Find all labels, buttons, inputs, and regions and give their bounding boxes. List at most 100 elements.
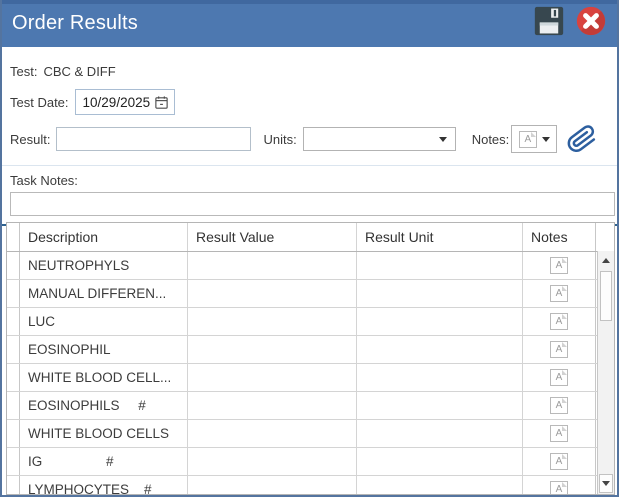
task-notes-label: Task Notes: [10, 173, 78, 188]
window-title: Order Results [12, 12, 138, 34]
row-selector-cell[interactable] [7, 364, 20, 391]
scroll-thumb[interactable] [600, 271, 612, 321]
attachment-paperclip-icon[interactable] [567, 123, 597, 155]
table-row[interactable]: EOSINOPHIL A [7, 336, 614, 364]
test-label: Test: [10, 63, 38, 79]
test-row: Test: CBC & DIFF [10, 61, 609, 81]
result-unit-cell[interactable] [357, 476, 523, 494]
table-row[interactable]: MANUAL DIFFEREN... A [7, 280, 614, 308]
note-a-icon[interactable]: A [550, 285, 568, 302]
arrow-up-icon [602, 258, 610, 263]
notes-label: Notes: [471, 131, 510, 147]
column-header-result-value[interactable]: Result Value [188, 223, 357, 251]
results-table: Description Result Value Result Unit Not… [6, 222, 615, 495]
table-row[interactable]: NEUTROPHYLS A [7, 252, 614, 280]
test-date-row: Test Date: 10/29/2025 [10, 89, 609, 115]
result-unit-cell[interactable] [357, 336, 523, 363]
result-unit-cell[interactable] [357, 392, 523, 419]
result-value-cell[interactable] [188, 448, 357, 475]
table-row[interactable]: WHITE BLOOD CELL... A [7, 364, 614, 392]
table-row[interactable]: LYMPHOCYTES # A [7, 476, 614, 494]
row-selector-cell[interactable] [7, 448, 20, 475]
notes-cell: A [523, 448, 596, 475]
description-cell: LUC [20, 308, 188, 335]
row-selector-header [7, 223, 20, 251]
chevron-down-icon [438, 136, 447, 142]
table-row[interactable]: IG # A [7, 448, 614, 476]
notes-cell: A [523, 308, 596, 335]
note-a-icon[interactable]: A [550, 257, 568, 274]
form-area: Test: CBC & DIFF Test Date: 10/29/2025 [2, 47, 617, 226]
titlebar-icons [531, 6, 609, 42]
notes-dropdown[interactable]: A [511, 125, 558, 153]
note-a-icon[interactable]: A [550, 369, 568, 386]
close-icon [574, 4, 608, 43]
task-notes-input[interactable] [10, 192, 615, 216]
description-cell: EOSINOPHILS # [20, 392, 188, 419]
test-value: CBC & DIFF [43, 63, 116, 79]
description-cell: NEUTROPHYLS [20, 252, 188, 279]
note-a-icon[interactable]: A [550, 453, 568, 470]
units-label: Units: [263, 131, 297, 147]
column-header-result-unit[interactable]: Result Unit [357, 223, 523, 251]
result-value-cell[interactable] [188, 336, 357, 363]
row-selector-cell[interactable] [7, 252, 20, 279]
description-cell: WHITE BLOOD CELL... [20, 364, 188, 391]
note-a-icon: A [518, 130, 537, 148]
result-value-cell[interactable] [188, 280, 357, 307]
units-dropdown[interactable] [302, 127, 456, 151]
test-date-label: Test Date: [10, 94, 69, 110]
note-a-icon[interactable]: A [550, 425, 568, 442]
table-row[interactable]: EOSINOPHILS # A [7, 392, 614, 420]
result-value-cell[interactable] [188, 392, 357, 419]
save-button[interactable] [531, 6, 567, 42]
description-cell: IG # [20, 448, 188, 475]
column-header-notes[interactable]: Notes [523, 223, 596, 251]
floppy-disk-icon [532, 4, 566, 43]
result-unit-cell[interactable] [357, 448, 523, 475]
titlebar: Order Results [2, 0, 617, 47]
row-selector-cell[interactable] [7, 308, 20, 335]
row-selector-cell[interactable] [7, 420, 20, 447]
table-row[interactable]: WHITE BLOOD CELLS A [7, 420, 614, 448]
row-selector-cell[interactable] [7, 280, 20, 307]
result-unit-cell[interactable] [357, 280, 523, 307]
description-cell: LYMPHOCYTES # [20, 476, 188, 494]
column-header-description[interactable]: Description [20, 223, 188, 251]
scroll-up-button[interactable] [599, 252, 613, 269]
result-unit-cell[interactable] [357, 420, 523, 447]
result-value-cell[interactable] [188, 252, 357, 279]
notes-cell: A [523, 476, 596, 494]
result-value-cell[interactable] [188, 364, 357, 391]
row-selector-cell[interactable] [7, 392, 20, 419]
notes-cell: A [523, 336, 596, 363]
result-input[interactable] [56, 127, 252, 151]
result-unit-cell[interactable] [357, 308, 523, 335]
row-selector-cell[interactable] [7, 336, 20, 363]
table-row[interactable]: LUC A [7, 308, 614, 336]
result-value-cell[interactable] [188, 308, 357, 335]
row-selector-cell[interactable] [7, 476, 20, 494]
notes-cell: A [523, 364, 596, 391]
result-unit-cell[interactable] [357, 252, 523, 279]
result-value-cell[interactable] [188, 476, 357, 494]
result-value-cell[interactable] [188, 420, 357, 447]
chevron-down-icon [541, 136, 550, 142]
notes-cell: A [523, 420, 596, 447]
table-header-row: Description Result Value Result Unit Not… [7, 223, 614, 252]
note-a-icon[interactable]: A [550, 397, 568, 414]
scroll-down-button[interactable] [599, 474, 613, 493]
test-date-input[interactable]: 10/29/2025 [74, 89, 176, 115]
notes-cell: A [523, 252, 596, 279]
calendar-icon[interactable] [154, 95, 169, 110]
description-cell: MANUAL DIFFEREN... [20, 280, 188, 307]
result-unit-cell[interactable] [357, 364, 523, 391]
close-button[interactable] [573, 6, 609, 42]
vertical-scrollbar[interactable] [597, 251, 614, 494]
note-a-icon[interactable]: A [550, 481, 568, 494]
notes-cell: A [523, 392, 596, 419]
table-body: NEUTROPHYLS A MANUAL DIFFEREN... A LUC A… [7, 252, 614, 494]
note-a-icon[interactable]: A [550, 313, 568, 330]
note-a-icon[interactable]: A [550, 341, 568, 358]
